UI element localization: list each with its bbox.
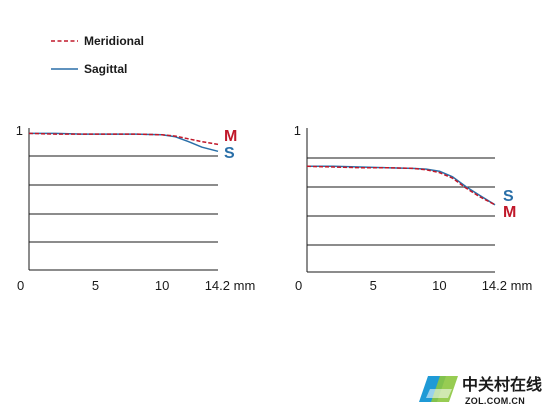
x-tick-label: 5 (370, 278, 377, 293)
y-tick-label: 1 (294, 123, 301, 138)
x-tick-label: 10 (155, 278, 169, 293)
zol-logo-icon (419, 376, 458, 402)
series-end-label-m: M (224, 128, 237, 145)
x-tick-label: 10 (432, 278, 446, 293)
y-tick-label: 1 (16, 123, 23, 138)
series-end-label-s: S (503, 188, 514, 205)
watermark-text: 中关村在线 (462, 375, 542, 394)
series-end-label-m: M (503, 204, 516, 221)
x-tick-label: 0 (17, 278, 24, 293)
series-line-sagittal (29, 132, 219, 153)
watermark: 中关村在线 ZOL.COM.CN (419, 375, 542, 406)
series-line-sagittal (307, 165, 496, 206)
legend-sagittal-label: Sagittal (84, 62, 127, 76)
series-end-label-s: S (224, 145, 235, 162)
x-tick-label: 0 (295, 278, 302, 293)
x-tick-label: 14.2 mm (205, 278, 256, 293)
series-line-meridional (306, 165, 496, 206)
x-tick-label: 14.2 mm (482, 278, 533, 293)
legend: Meridional Sagittal (51, 34, 144, 76)
watermark-url: ZOL.COM.CN (465, 396, 525, 406)
series-line-meridional (28, 132, 219, 146)
legend-meridional-label: Meridional (84, 34, 144, 48)
x-tick-label: 5 (92, 278, 99, 293)
